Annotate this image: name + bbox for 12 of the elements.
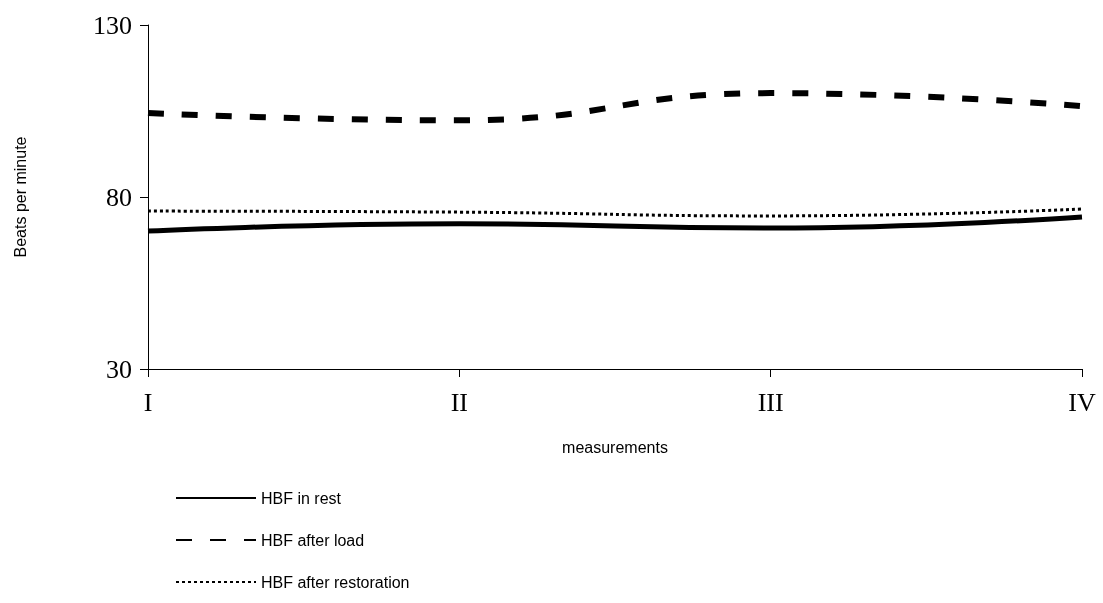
x-tick-label: II bbox=[450, 387, 468, 417]
x-axis-title: measurements bbox=[562, 438, 668, 456]
y-tick-label: 30 bbox=[106, 354, 132, 384]
legend-label: HBF after restoration bbox=[261, 573, 602, 591]
y-tick-label: 130 bbox=[93, 10, 132, 40]
y-tick-label: 80 bbox=[106, 182, 132, 212]
legend-label: HBF after load bbox=[261, 531, 557, 549]
x-tick-label: III bbox=[757, 387, 784, 417]
legend-label: HBF in rest bbox=[261, 489, 534, 507]
x-tick-label: I bbox=[143, 387, 153, 417]
y-axis-title: Beats per minute bbox=[11, 136, 29, 258]
x-tick-label: IV bbox=[1068, 387, 1096, 417]
